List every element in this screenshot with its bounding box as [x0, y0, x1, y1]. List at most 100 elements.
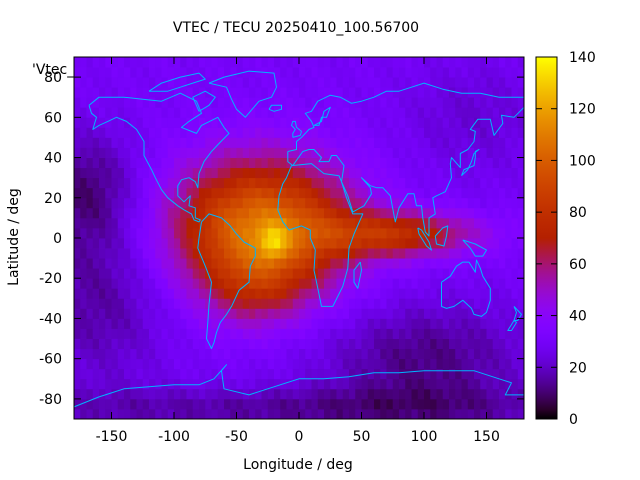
- heatmap-cell: [380, 117, 387, 128]
- heatmap-cell: [442, 187, 450, 199]
- heatmap-cell: [430, 328, 437, 339]
- heatmap-cell: [80, 288, 87, 299]
- heatmap-cell: [124, 378, 131, 390]
- heatmap-cell: [492, 57, 500, 68]
- heatmap-cell: [142, 338, 150, 350]
- heatmap-cell: [374, 207, 381, 219]
- heatmap-cell: [149, 408, 156, 420]
- heatmap-cell: [174, 258, 181, 269]
- heatmap-cell: [492, 268, 500, 279]
- heatmap-cell: [449, 348, 456, 360]
- heatmap-cell: [399, 227, 406, 239]
- heatmap-cell: [455, 398, 462, 410]
- heatmap-cell: [455, 388, 462, 400]
- heatmap-cell: [80, 67, 87, 78]
- heatmap-cell: [205, 348, 212, 360]
- heatmap-cell: [486, 408, 494, 420]
- heatmap-cell: [205, 318, 212, 329]
- heatmap-cell: [242, 358, 250, 370]
- heatmap-cell: [449, 258, 456, 269]
- heatmap-cell: [136, 67, 144, 78]
- heatmap-cell: [286, 77, 294, 88]
- heatmap-cell: [511, 238, 519, 249]
- heatmap-cell: [305, 197, 312, 209]
- heatmap-cell: [311, 177, 319, 189]
- heatmap-cell: [205, 87, 212, 98]
- heatmap-cell: [392, 147, 400, 158]
- heatmap-cell: [324, 207, 331, 219]
- heatmap-cell: [399, 398, 406, 410]
- heatmap-cell: [461, 358, 469, 370]
- heatmap-cell: [517, 77, 525, 88]
- heatmap-cell: [324, 388, 331, 400]
- heatmap-cell: [186, 97, 194, 108]
- heatmap-cell: [174, 348, 181, 360]
- heatmap-cell: [499, 97, 506, 108]
- heatmap-cell: [442, 328, 450, 339]
- heatmap-cell: [130, 217, 137, 229]
- heatmap-cell: [267, 67, 275, 78]
- heatmap-cell: [430, 268, 437, 279]
- heatmap-cell: [267, 197, 275, 209]
- heatmap-cell: [255, 238, 262, 249]
- heatmap-cell: [286, 197, 294, 209]
- heatmap-cell: [386, 157, 394, 169]
- colorbar-tick-label: 120: [569, 102, 596, 118]
- heatmap-cell: [392, 207, 400, 219]
- heatmap-cell: [186, 278, 194, 289]
- heatmap-cell: [511, 227, 519, 239]
- heatmap-cell: [355, 177, 362, 189]
- heatmap-cell: [230, 268, 237, 279]
- heatmap-cell: [424, 298, 431, 309]
- heatmap-cell: [155, 298, 162, 309]
- heatmap-cell: [230, 107, 237, 118]
- heatmap-cell: [242, 288, 250, 299]
- heatmap-cell: [324, 298, 331, 309]
- heatmap-cell: [342, 177, 350, 189]
- heatmap-cell: [280, 187, 287, 199]
- heatmap-cell: [311, 358, 319, 370]
- heatmap-cell: [167, 328, 175, 339]
- heatmap-cell: [467, 97, 475, 108]
- heatmap-cell: [86, 308, 94, 319]
- heatmap-cell: [136, 167, 144, 179]
- heatmap-cell: [442, 258, 450, 269]
- heatmap-cell: [499, 187, 506, 199]
- heatmap-cell: [474, 117, 481, 128]
- heatmap-cell: [461, 398, 469, 410]
- heatmap-cell: [99, 358, 106, 370]
- heatmap-cell: [199, 298, 206, 309]
- heatmap-cell: [324, 238, 331, 249]
- heatmap-cell: [305, 338, 312, 350]
- heatmap-cell: [99, 207, 106, 219]
- heatmap-cell: [149, 197, 156, 209]
- heatmap-cell: [136, 358, 144, 370]
- heatmap-cell: [461, 328, 469, 339]
- heatmap-cell: [386, 388, 394, 400]
- heatmap-cell: [436, 378, 444, 390]
- heatmap-cell: [280, 408, 287, 420]
- coastline-new-guinea: [462, 239, 487, 257]
- heatmap-cell: [511, 318, 519, 329]
- heatmap-cell: [474, 77, 481, 88]
- heatmap-cell: [80, 258, 87, 269]
- heatmap-cell: [142, 137, 150, 148]
- heatmap-cell: [349, 288, 356, 299]
- heatmap-cell: [386, 358, 394, 370]
- heatmap-cell: [336, 308, 344, 319]
- heatmap-cell: [242, 248, 250, 259]
- heatmap-cell: [180, 238, 187, 249]
- heatmap-cell: [342, 288, 350, 299]
- heatmap-cell: [149, 338, 156, 350]
- heatmap-cell: [330, 157, 337, 169]
- heatmap-cell: [261, 207, 269, 219]
- heatmap-cell: [392, 278, 400, 289]
- heatmap-cell: [99, 137, 106, 148]
- heatmap-cell: [267, 258, 275, 269]
- heatmap-cell: [424, 197, 431, 209]
- heatmap-cell: [324, 177, 331, 189]
- heatmap-cell: [261, 217, 269, 229]
- heatmap-cell: [124, 308, 131, 319]
- heatmap-cell: [492, 137, 500, 148]
